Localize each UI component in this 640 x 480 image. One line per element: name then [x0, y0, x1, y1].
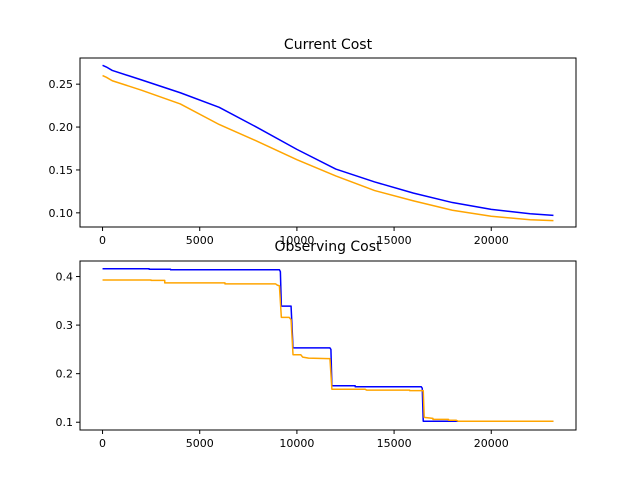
observing-cost-x-tick-label: 5000 [186, 437, 214, 450]
observing-cost-axes: 0 5000 10000 15000 20000 0.1 0.2 0.3 0.4 [56, 260, 577, 450]
observing-cost-ticks: 0 5000 10000 15000 20000 0.1 0.2 0.3 0.4 [56, 271, 509, 450]
current-cost-frame [79, 57, 577, 228]
observing-cost-title: Observing Cost [274, 239, 382, 255]
current-cost-x-tick-label: 15000 [377, 234, 412, 247]
observing-cost-series-2-line [102, 279, 554, 423]
current-cost-x-tick-label: 5000 [186, 234, 214, 247]
current-cost-x-tick-label: 20000 [474, 234, 509, 247]
current-cost-ticks: 0 5000 10000 15000 20000 0.10 0.15 0.20 0.25 [49, 78, 509, 247]
current-cost-y-tick-label: 0.25 [49, 78, 74, 91]
current-cost-y-tick-label: 0.15 [49, 164, 74, 177]
observing-cost-y-tick-label: 0.2 [56, 368, 74, 381]
observing-cost-y-tick-label: 0.1 [56, 416, 74, 429]
observing-cost-y-tick-label: 0.3 [56, 319, 74, 332]
observing-cost-x-tick-label: 15000 [377, 437, 412, 450]
current-cost-x-tick-label: 10000 [279, 234, 314, 247]
observing-cost-x-tick-label: 0 [99, 437, 106, 450]
current-cost-axes: Current Cost 0 5000 10000 15000 20000 0.10 0.1… [49, 37, 577, 247]
current-cost-y-tick-label: 0.20 [49, 121, 74, 134]
observing-cost-lines [102, 268, 554, 423]
current-cost-series-1-line [102, 64, 554, 217]
current-cost-y-tick-label: 0.10 [49, 207, 74, 220]
observing-cost-x-tick-label: 10000 [279, 437, 314, 450]
current-cost-series-2-line [102, 74, 554, 222]
observing-cost-x-tick-label: 20000 [474, 437, 509, 450]
current-cost-lines [102, 64, 554, 222]
current-cost-x-tick-label: 0 [99, 234, 106, 247]
observing-cost-frame [79, 260, 577, 431]
current-cost-title: Current Cost [284, 37, 373, 53]
observing-cost-y-tick-label: 0.4 [56, 271, 74, 284]
